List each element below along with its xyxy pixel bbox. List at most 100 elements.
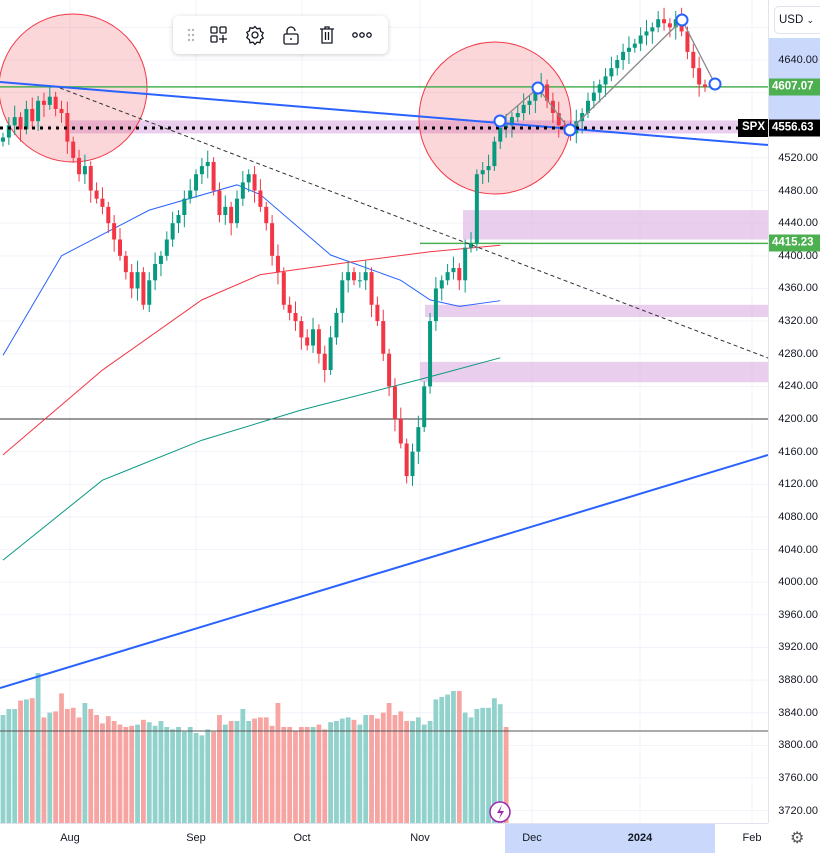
price-chart[interactable]: [0, 0, 768, 823]
candle-body: [240, 182, 245, 199]
price-axis-label: 4360.00: [778, 282, 818, 295]
price-axis[interactable]: USD ⌄ 4640.00 4520.00 4480.00 4440.00 4400.0…: [768, 0, 820, 823]
candle-body: [41, 100, 46, 105]
price-axis-label: 4160.00: [778, 445, 818, 458]
more-icon[interactable]: [344, 20, 380, 50]
candle-body: [106, 206, 111, 224]
candle-body: [656, 19, 661, 28]
price-axis-label: 3720.00: [778, 804, 818, 817]
candle-body: [673, 19, 678, 28]
candle-body: [129, 272, 134, 289]
time-axis-label: Nov: [410, 832, 430, 844]
candle-body: [387, 353, 392, 387]
drag-handle-icon[interactable]: [181, 20, 202, 50]
candle-body: [392, 386, 397, 419]
price-axis-label: 4200.00: [778, 412, 818, 425]
candle-body: [381, 321, 386, 354]
volume-bar: [117, 724, 123, 823]
candle-body: [100, 198, 105, 207]
volume-bar: [228, 721, 234, 823]
candle-body: [246, 174, 251, 183]
volume-bar: [240, 709, 246, 823]
volume-bar: [0, 715, 6, 823]
volume-bar: [339, 718, 345, 823]
candle-body: [6, 125, 11, 138]
volume-bar: [246, 721, 252, 823]
candle-body: [422, 386, 427, 428]
volume-bar: [152, 725, 158, 823]
candle-body: [486, 166, 491, 171]
volume-bar: [146, 722, 152, 823]
currency-select[interactable]: USD ⌄: [774, 6, 820, 34]
candle-body: [217, 190, 222, 216]
candle-body: [287, 304, 292, 313]
volume-bar: [334, 721, 339, 823]
volume-bar: [293, 730, 298, 823]
candle-body: [223, 206, 228, 216]
price-axis-label: 4120.00: [778, 478, 818, 491]
delete-icon[interactable]: [309, 20, 345, 50]
volume-bar: [497, 704, 503, 823]
volume-bar: [41, 717, 47, 823]
upper-level-tag: 4607.07: [769, 78, 820, 96]
candle-body: [153, 263, 158, 281]
candle-body: [527, 100, 532, 105]
zone-rectangle: [420, 361, 768, 383]
candle-body: [182, 198, 187, 216]
candle-body: [416, 427, 421, 452]
candle-body: [158, 255, 163, 264]
candle-body: [141, 272, 146, 305]
volume-bar: [281, 727, 287, 823]
candle-body: [264, 206, 269, 224]
volume-bar: [100, 723, 105, 823]
candle-body: [71, 141, 76, 158]
add-to-layout-icon[interactable]: [202, 20, 238, 50]
candle-body: [53, 96, 58, 109]
price-axis-label: 4000.00: [778, 576, 818, 589]
volume-bar: [59, 693, 64, 823]
time-axis[interactable]: Aug Sep Oct Nov Dec 2024 Feb: [0, 823, 768, 853]
volume-bar: [486, 707, 491, 823]
candle-body: [533, 92, 538, 101]
candle-body: [632, 43, 637, 48]
candle-body: [626, 47, 631, 52]
candle-body: [36, 100, 41, 122]
candle-body: [176, 215, 181, 224]
chart-settings-icon[interactable]: ⚙: [790, 830, 805, 847]
candle-body: [697, 68, 702, 85]
volume-bar: [275, 703, 281, 823]
volume-bar: [70, 707, 76, 823]
settings-icon[interactable]: [237, 20, 273, 50]
volume-bar: [217, 715, 222, 823]
volume-bar: [76, 717, 82, 823]
volume-bar: [375, 718, 380, 823]
volume-bar: [94, 715, 99, 823]
candle-body: [322, 353, 327, 371]
candle-body: [170, 223, 175, 240]
time-axis-label: Dec: [522, 832, 542, 844]
candle-body: [439, 280, 444, 289]
volume-bar: [480, 707, 486, 823]
volume-bar: [64, 709, 70, 823]
candle-body: [94, 190, 99, 199]
ma50-line: [2, 244, 501, 456]
lightning-icon-glyph: [497, 805, 504, 819]
candle-body: [615, 60, 620, 69]
price-axis-label: 3880.00: [778, 674, 818, 687]
candle-body: [188, 190, 193, 199]
volume-bar: [88, 709, 94, 823]
volume-bar: [269, 725, 275, 823]
candle-body: [59, 108, 64, 114]
price-axis-label: 4080.00: [778, 510, 818, 523]
candle-body: [293, 312, 298, 322]
price-axis-label: 4040.00: [778, 543, 818, 556]
volume-bar: [111, 721, 117, 823]
unlock-icon[interactable]: [273, 20, 309, 50]
candle-body: [123, 255, 128, 273]
path-anchor-handle: [708, 77, 722, 91]
volume-bar: [187, 727, 193, 823]
trendline-upper: [0, 81, 768, 146]
volume-bar: [129, 725, 135, 823]
volume-bar: [345, 717, 351, 823]
volume-bar: [304, 727, 310, 823]
